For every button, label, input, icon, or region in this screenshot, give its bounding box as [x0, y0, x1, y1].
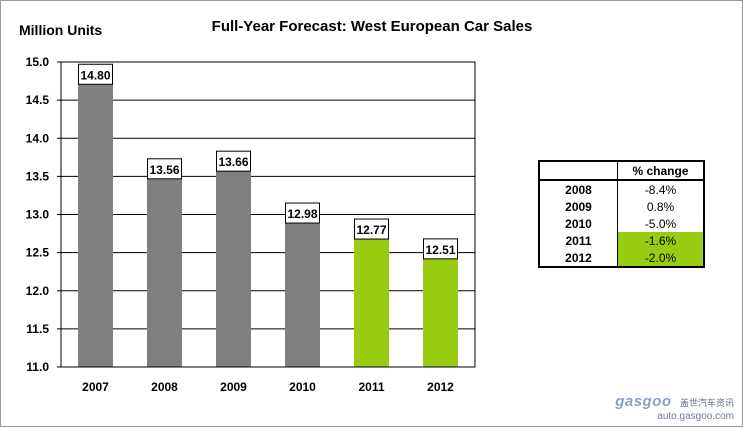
table-row: 2011 -1.6% — [539, 232, 704, 249]
data-label: 13.66 — [218, 155, 248, 169]
table-header-percent-change: % change — [617, 160, 705, 181]
x-tick-labels: 2007 2008 2009 2010 2011 2012 — [82, 380, 454, 394]
data-label: 12.51 — [425, 243, 455, 257]
x-tick-label: 2012 — [427, 380, 454, 394]
data-label: 13.56 — [149, 163, 179, 177]
table-cell-year: 2009 — [565, 199, 592, 214]
y-tick-label: 15.0 — [26, 55, 50, 69]
table-row: 2010 -5.0% — [539, 215, 704, 232]
table-row: 2009 0.8% — [539, 198, 704, 215]
x-tick-label: 2007 — [82, 380, 109, 394]
table-cell-percent: -1.6% — [617, 232, 704, 249]
data-labels: 14.80 13.56 13.66 12.98 12.77 12.51 — [78, 63, 458, 260]
plot-area-border — [60, 61, 476, 368]
axes — [60, 61, 476, 368]
data-label-box — [78, 63, 113, 85]
y-tick-label: 13.5 — [26, 169, 50, 183]
x-tick-label: 2011 — [358, 380, 384, 394]
y-tick-label: 13.0 — [26, 208, 50, 222]
table-cell-year: 2011 — [565, 233, 592, 248]
table-header-row: % change — [539, 160, 705, 181]
watermark-brand: gasgoo — [615, 393, 672, 410]
x-tick-label: 2010 — [289, 380, 316, 394]
table-cell-percent: -5.0% — [617, 215, 704, 232]
chart-title: Full-Year Forecast: West European Car Sa… — [212, 18, 533, 35]
bars — [78, 77, 458, 367]
y-tick-label: 12.5 — [26, 246, 50, 260]
y-tick-label: 12.0 — [26, 284, 50, 298]
y-tick-label: 14.0 — [26, 131, 50, 145]
table-cell-percent: 0.8% — [617, 198, 704, 215]
data-label: 14.80 — [80, 68, 110, 82]
watermark: gasgoo 盖世汽车资讯 auto.gasgoo.com — [615, 393, 734, 422]
bar-2011 — [354, 232, 389, 367]
bar-2007 — [78, 77, 113, 367]
percent-change-table: % change 2008 -8.4% 2009 0.8% 2010 -5.0% 2011 -… — [538, 160, 705, 268]
y-tick-label: 14.5 — [26, 93, 50, 107]
data-label-box — [285, 202, 320, 224]
bar-2009 — [216, 164, 251, 367]
x-tick-label: 2008 — [151, 380, 178, 394]
data-label-box — [216, 150, 251, 172]
bar-2012 — [423, 251, 458, 367]
data-label-box — [423, 238, 458, 260]
table-body: 2008 -8.4% 2009 0.8% 2010 -5.0% 2011 -1.6% 2012 -… — [539, 180, 704, 267]
table-cell-year: 2008 — [565, 182, 592, 197]
watermark-url: auto.gasgoo.com — [657, 411, 734, 422]
table-row: 2008 -8.4% — [539, 180, 704, 198]
table-row: 2012 -2.0% — [539, 249, 704, 267]
x-tick-label: 2009 — [220, 380, 247, 394]
table-cell-year: 2010 — [565, 216, 592, 231]
y-tick-label: 11.5 — [26, 322, 49, 336]
table-cell-year: 2012 — [565, 250, 592, 265]
table-cell-percent: -8.4% — [617, 180, 704, 198]
bar-2010 — [285, 216, 320, 367]
data-label-box — [354, 218, 389, 240]
table-cell-percent: -2.0% — [617, 249, 704, 267]
bar-2008 — [147, 171, 182, 367]
gridlines — [57, 61, 475, 368]
y-tick-labels: 11.0 11.5 12.0 12.5 13.0 13.5 14.0 14.5 15.0 — [26, 55, 50, 374]
data-label: 12.77 — [356, 223, 386, 237]
y-tick-label: 11.0 — [26, 360, 49, 374]
data-label-box — [147, 158, 182, 180]
y-axis-label: Million Units — [19, 22, 102, 38]
watermark-subtitle: 盖世汽车资讯 — [679, 398, 734, 408]
data-label: 12.98 — [287, 207, 317, 221]
table-header-blank — [539, 161, 618, 180]
